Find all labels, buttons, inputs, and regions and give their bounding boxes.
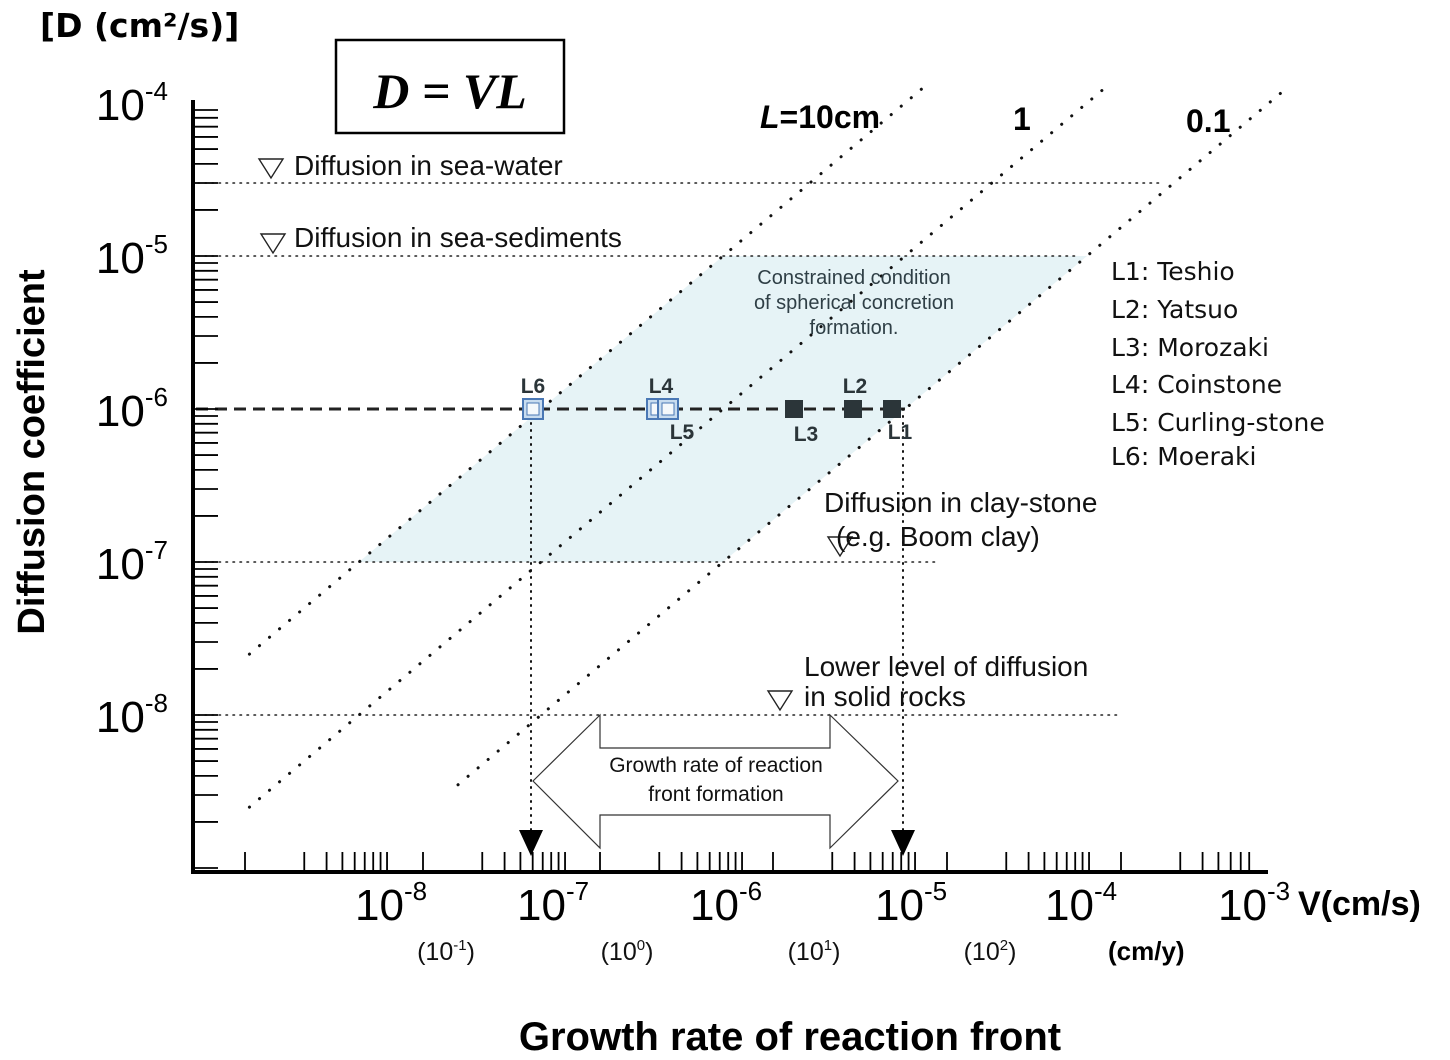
x-secondary-tick-label: (102) [964,937,1017,966]
x-axis-tick-labels: 10-8 10-7 10-6 10-5 10-4 10-3 [355,876,1290,930]
equation-text: D = VL [372,63,527,119]
x-tick-label: 10-7 [517,876,589,930]
x-axis-secondary-tick-labels: (10-1) (100) (101) (102) [417,937,1016,966]
open-triangle-icon [826,536,854,558]
y-axis-tick-labels: 10-4 10-5 10-6 10-7 10-8 [96,76,168,742]
x-secondary-tick-label: (10-1) [417,937,475,966]
iso-label-1cm: 1 [1013,101,1031,137]
x-secondary-unit-label: (cm/y) [1108,936,1185,966]
reference-label: in solid rocks [804,681,966,712]
x-tick-label: 10-6 [690,876,762,930]
range-arrow-label-line2: front formation [648,783,783,806]
x-tick-label: 10-5 [875,876,947,930]
reference-label: Diffusion in sea-water [294,150,563,181]
x-secondary-tick-label: (100) [601,937,654,966]
y-unit-label: [D (cm²/s)] [40,6,239,45]
point-label-l6: L6 [521,375,546,398]
x-tick-label: 10-8 [355,876,427,930]
iso-label-10cm: L=10cm [760,99,880,135]
constrained-region [359,256,1087,562]
y-tick-label: 10-8 [96,688,168,742]
legend: L1: Teshio L2: Yatsuo L3: Morozaki L4: Coin… [1111,257,1325,471]
x-tick-label: 10-3 [1218,876,1290,930]
data-point-labels: L1 L2 L3 L4 L5 L6 [521,375,913,446]
marker-l1 [883,400,901,418]
x-secondary-tick-label: (101) [788,937,841,966]
x-axis-title: Growth rate of reaction front [519,1015,1061,1059]
region-label-line3: formation. [810,317,899,339]
x-axis-ticks [244,852,1251,872]
legend-item: L3: Morozaki [1111,333,1269,362]
point-label-l5: L5 [670,421,695,444]
range-arrow-label-line1: Growth rate of reaction [609,754,823,777]
y-axis-ticks [193,109,218,869]
y-tick-label: 10-5 [96,229,168,283]
constrained-region-label: Constrained condition of spherical concr… [754,267,954,339]
drop-arrowhead [891,830,915,856]
x-unit-label: V(cm/s) [1298,885,1421,923]
region-label-line2: of spherical concretion [754,292,954,314]
region-label-line1: Constrained condition [757,267,950,289]
reference-level-labels: Diffusion in sea-water Diffusion in sea-s… [257,150,1097,712]
point-label-l2: L2 [843,375,868,398]
legend-item: L2: Yatsuo [1111,295,1238,324]
iso-line-labels: L=10cm 1 0.1 [760,99,1230,139]
reference-label: Diffusion in sea-sediments [294,222,622,253]
y-tick-label: 10-6 [96,382,168,436]
x-tick-label: 10-4 [1045,876,1117,930]
legend-item: L4: Coinstone [1111,370,1282,399]
iso-L-lines [247,84,1292,809]
legend-item: L6: Moeraki [1111,442,1256,471]
legend-item: L1: Teshio [1111,257,1235,286]
data-points [522,398,901,420]
reference-level-lines [197,182,1161,716]
open-triangle-icon [259,233,287,255]
point-label-l3: L3 [794,423,819,446]
reference-label: Diffusion in clay-stone [824,487,1097,518]
axes: 10-410-510-610-710-8 10-8 10-7 10-6 10-5 10-… [96,76,1290,966]
point-label-l4: L4 [649,375,674,398]
drop-arrowhead [519,830,543,856]
marker-l3 [785,400,803,418]
point-label-l1: L1 [888,421,913,444]
drop-lines [519,408,915,856]
y-tick-label: 10-7 [96,535,168,589]
iso-line [456,84,1292,787]
reference-label: Lower level of diffusion [804,651,1088,682]
marker-inner-l6 [526,402,540,416]
open-triangle-icon [766,690,794,712]
y-axis-title: Diffusion coefficient [11,269,53,635]
marker-inner-l5 [661,402,675,416]
y-tick-label: 10-4 [96,76,168,130]
equation-box: D = VL [334,38,566,135]
marker-l2 [844,400,862,418]
open-triangle-icon [257,158,285,180]
growth-rate-range-arrow: Growth rate of reaction front formation [532,713,899,850]
reference-label: (e.g. Boom clay) [836,521,1040,552]
legend-item: L5: Curling-stone [1111,408,1325,437]
iso-label-01cm: 0.1 [1186,103,1230,139]
